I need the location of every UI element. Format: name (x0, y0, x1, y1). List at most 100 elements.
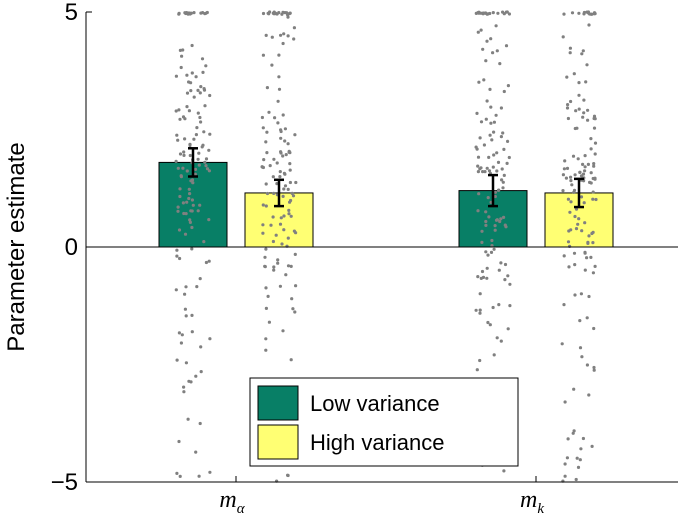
data-point (261, 223, 265, 227)
data-point (205, 167, 210, 171)
data-point (565, 166, 570, 170)
data-point (589, 255, 593, 259)
data-point (286, 473, 290, 477)
data-point (581, 115, 585, 119)
data-point (261, 126, 265, 130)
data-point (583, 251, 587, 255)
data-point (281, 41, 285, 46)
data-point (490, 244, 494, 248)
data-point (506, 139, 510, 143)
data-point (576, 157, 580, 161)
data-point (178, 256, 182, 261)
data-point (489, 121, 493, 125)
data-point (573, 263, 577, 267)
data-point (263, 255, 267, 259)
data-point (570, 183, 574, 187)
data-point (204, 164, 208, 168)
data-point (508, 304, 512, 308)
data-point (487, 215, 491, 219)
data-point (187, 187, 191, 191)
data-point (202, 88, 207, 92)
error-bars (188, 147, 584, 209)
data-point (182, 153, 186, 157)
data-point (174, 288, 178, 292)
data-point (492, 353, 496, 357)
data-point (279, 150, 283, 154)
data-point (562, 12, 566, 16)
data-point (197, 151, 201, 155)
data-point (174, 74, 178, 78)
data-point (484, 210, 488, 214)
data-point (587, 393, 591, 397)
data-point (272, 12, 276, 16)
data-point (561, 189, 565, 193)
data-point (184, 212, 188, 216)
y-tick-label: −5 (51, 469, 78, 496)
data-point (576, 465, 581, 469)
data-point (184, 314, 188, 318)
data-point (203, 160, 207, 164)
data-point (478, 136, 482, 140)
data-point (192, 11, 196, 15)
data-point (181, 48, 185, 52)
data-point (175, 358, 179, 362)
data-point (279, 216, 283, 220)
legend-swatch-low-variance (257, 385, 299, 421)
data-point (507, 155, 511, 160)
data-point (177, 228, 182, 232)
data-point (289, 358, 293, 362)
data-point (294, 284, 298, 288)
data-point (278, 175, 282, 179)
data-point (578, 458, 582, 462)
data-point (274, 233, 278, 237)
data-point (179, 341, 183, 345)
data-point (593, 141, 598, 145)
data-point (287, 208, 291, 212)
data-point (273, 116, 277, 120)
data-point (197, 474, 201, 478)
data-point (188, 143, 192, 147)
data-point (503, 278, 507, 282)
data-point (199, 85, 203, 89)
data-point (276, 121, 280, 125)
data-point (194, 133, 198, 137)
y-tick-label: 0 (65, 234, 78, 261)
data-point (260, 115, 264, 120)
data-point (583, 154, 587, 158)
data-point (492, 120, 496, 124)
data-point (561, 35, 565, 39)
data-point (582, 98, 586, 102)
data-point (494, 113, 498, 117)
data-point (479, 28, 483, 32)
data-point (177, 108, 181, 112)
data-point (264, 306, 268, 310)
data-point (288, 168, 292, 172)
data-point (202, 240, 206, 244)
data-point (494, 218, 499, 222)
data-point (264, 140, 268, 144)
data-point (587, 234, 591, 238)
data-point (190, 198, 194, 202)
data-point (590, 444, 594, 448)
data-point (279, 33, 283, 37)
data-point (277, 75, 281, 79)
data-point (275, 161, 279, 165)
data-point (482, 78, 486, 82)
data-point (278, 222, 283, 226)
data-point (270, 63, 274, 67)
data-point (577, 81, 581, 85)
data-point (286, 264, 291, 268)
data-point (270, 35, 274, 39)
data-point (580, 355, 584, 359)
data-point (507, 12, 511, 16)
data-point (190, 43, 194, 48)
data-point (486, 196, 490, 200)
data-point (488, 87, 492, 91)
data-point (570, 11, 575, 15)
data-point (267, 320, 271, 324)
data-point (480, 269, 485, 274)
data-point (500, 178, 504, 182)
data-point (265, 86, 269, 90)
data-point (292, 26, 296, 30)
data-point (199, 120, 203, 124)
